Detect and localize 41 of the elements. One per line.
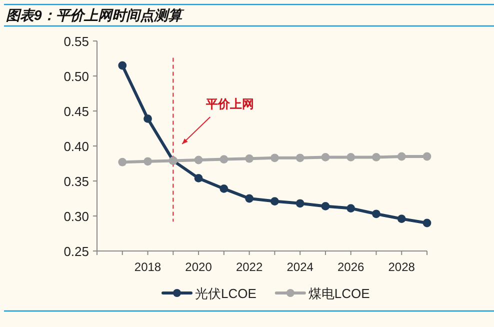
point xyxy=(245,154,254,163)
x-tick-label: 2018 xyxy=(134,260,162,274)
point xyxy=(220,184,228,193)
point xyxy=(144,157,152,166)
point xyxy=(372,153,380,162)
point xyxy=(397,152,406,161)
y-tick-label: 0.30 xyxy=(64,209,89,224)
y-tick-label: 0.35 xyxy=(64,174,89,189)
point xyxy=(321,153,330,162)
point xyxy=(118,158,127,166)
y-tick-label: 0.45 xyxy=(64,104,89,119)
point xyxy=(118,61,127,70)
point xyxy=(346,204,356,212)
point xyxy=(321,202,330,210)
x-tick-label: 2022 xyxy=(236,260,263,274)
chart-title: 图表9：平价上网时间点测算 xyxy=(6,7,185,23)
point xyxy=(422,218,432,228)
point xyxy=(270,197,279,206)
point xyxy=(296,199,304,208)
point xyxy=(220,155,228,164)
y-tick-label: 0.55 xyxy=(64,34,89,49)
y-tick-label: 0.25 xyxy=(64,244,89,259)
point xyxy=(194,174,203,182)
y-tick-label: 0.40 xyxy=(64,139,89,154)
point xyxy=(144,114,152,123)
y-tick-label: 0.50 xyxy=(64,69,89,84)
point xyxy=(397,214,406,223)
point xyxy=(296,154,304,162)
point xyxy=(346,153,356,162)
annotation: 平价上网 xyxy=(205,97,254,111)
point xyxy=(422,152,432,161)
point xyxy=(194,156,203,164)
x-tick-label: 2020 xyxy=(185,260,212,274)
point xyxy=(245,194,254,203)
legend-label: 煤电LCOE xyxy=(308,286,370,301)
point xyxy=(372,210,380,218)
x-tick-label: 2024 xyxy=(286,260,314,274)
x-tick-label: 2026 xyxy=(337,260,365,274)
legend-label: 光伏LCOE xyxy=(195,286,257,301)
x-tick-label: 2028 xyxy=(388,260,416,274)
point xyxy=(270,154,279,162)
